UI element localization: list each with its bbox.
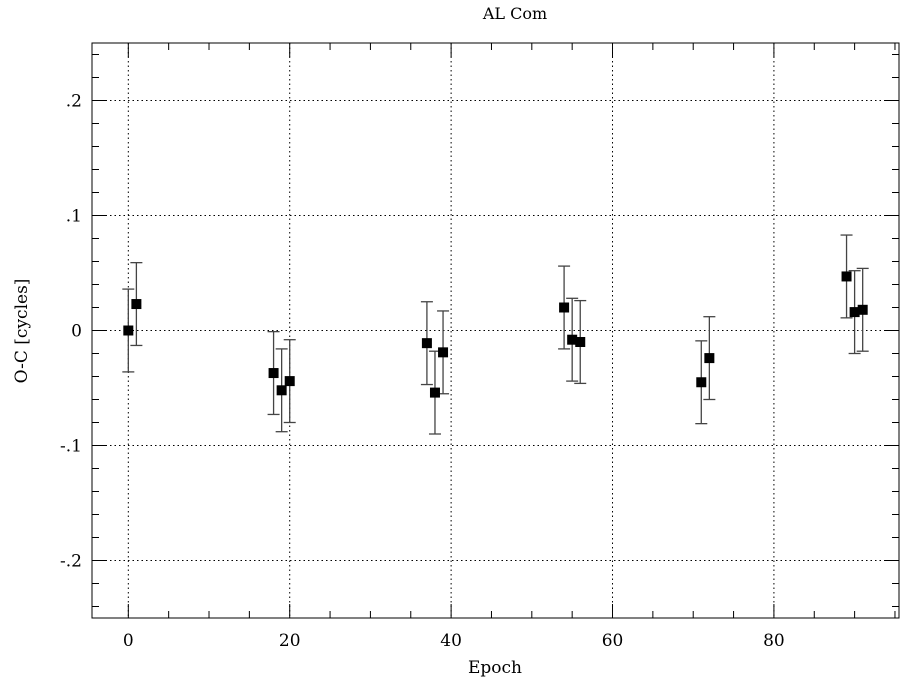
x-tick-label: 80 [763,631,785,651]
chart-title: AL Com [482,4,547,23]
x-tick-label: 20 [279,631,301,651]
data-point [276,385,287,396]
data-point [438,347,449,358]
y-tick-label: -.2 [60,552,82,572]
x-tick-label: 60 [602,631,624,651]
y-tick-label: .2 [66,92,82,112]
data-point [284,376,295,387]
data-point [567,334,578,345]
y-tick-labels: .2 .1 0 -.1 -.2 [60,92,82,572]
axis-ticks [92,43,899,618]
y-tick-label: 0 [71,322,82,342]
data-point [575,337,586,347]
data-point [841,271,852,282]
data-point [429,387,440,398]
data-point [268,368,279,379]
data-point [421,338,432,349]
data-points [123,271,868,398]
y-tick-label: .1 [66,207,82,227]
y-tick-label: -.1 [60,437,82,457]
grid-lines [92,43,899,618]
error-bars [122,234,869,435]
y-axis-label: O-C [cycles] [12,279,32,384]
data-point [857,304,868,315]
data-point [559,302,570,313]
x-tick-labels: 0 20 40 60 80 [123,631,785,651]
data-point [704,353,715,364]
data-point [849,307,860,318]
x-tick-label: 40 [440,631,462,651]
data-point [123,325,134,336]
plot-frame [91,42,900,619]
x-axis-label: Epoch [468,658,522,678]
x-tick-label: 0 [123,631,134,651]
data-point [131,299,142,310]
data-point [696,377,707,388]
